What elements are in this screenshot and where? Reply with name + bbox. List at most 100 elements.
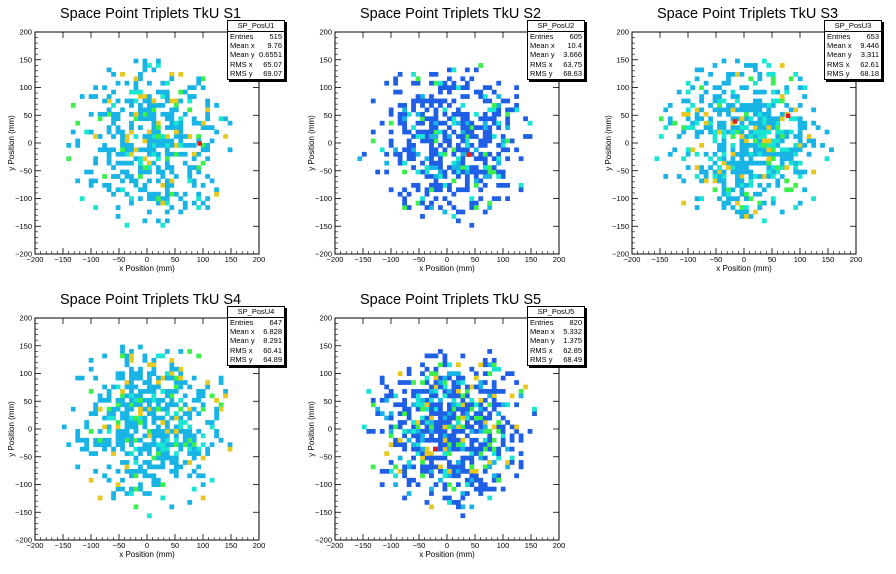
heatmap-cell [160,111,166,117]
heatmap-cell [487,442,493,448]
heatmap-cell [205,111,211,117]
heatmap-cell [482,464,488,470]
heatmap-cell [129,486,134,492]
heatmap-cell [115,433,121,439]
heatmap-cell [784,134,790,139]
heatmap-cell [523,116,528,122]
heatmap-cell [712,138,718,144]
heatmap-cell [514,147,519,153]
heatmap-cell [761,89,767,95]
y-tick-label: −100 [15,480,32,489]
heatmap-cell [721,178,727,184]
heatmap-cell [460,464,466,470]
heatmap-cell [120,486,125,492]
heatmap-cell [482,85,488,91]
x-tick-label: 0 [445,255,449,264]
heatmap-cell [169,125,175,130]
heatmap-cell [155,429,161,434]
heatmap-cell [500,174,506,179]
heatmap-cell [111,89,116,95]
heatmap-cell [761,103,767,108]
heatmap-cell [415,402,421,408]
heatmap-cell [164,147,170,153]
heatmap-cell [429,468,434,474]
heatmap-cell [464,411,470,416]
heatmap-cell [79,196,85,202]
heatmap-cell [106,187,112,193]
heatmap-cell [366,389,372,394]
heatmap-cell [469,196,475,202]
heatmap-cell [147,442,152,448]
heatmap-cell [442,209,448,215]
heatmap-cell [811,138,816,144]
heatmap-cell [482,406,488,412]
heatmap-cell [160,420,166,425]
heatmap-cell [455,209,461,215]
heatmap-cell [509,393,515,399]
heatmap-cell [164,406,170,412]
heatmap-cell [496,94,502,99]
heatmap-cell [482,415,488,421]
heatmap-cell [420,111,425,117]
heatmap-cell [88,182,94,188]
heatmap-cell [482,362,488,368]
heatmap-cell [770,80,776,86]
heatmap-cell [106,129,112,135]
heatmap-cell [478,196,484,202]
heatmap-cell [393,437,399,443]
heatmap-cell [429,389,434,394]
heatmap-cell [447,420,452,425]
heatmap-cell [133,460,139,465]
heatmap-cell [744,191,749,197]
heatmap-cell [712,98,718,104]
heatmap-cell [518,156,524,162]
heatmap-cell [824,156,830,162]
heatmap-cell [491,357,497,363]
heatmap-cell [406,429,412,434]
stats-value: 64.89 [263,354,282,364]
heatmap-cell [120,344,125,350]
heatmap-cell [455,420,461,425]
heatmap-cell [784,147,790,153]
heatmap-cell [200,406,206,412]
heatmap-cell [726,111,731,117]
heatmap-cell [182,380,188,385]
stats-label: Mean x [230,327,255,337]
heatmap-cell [151,389,157,394]
heatmap-cell [442,174,448,179]
heatmap-cell [438,384,443,390]
heatmap-cell [708,125,713,130]
heatmap-cell [757,200,763,206]
heatmap-cell [370,429,376,434]
heatmap-cell [487,402,493,408]
heatmap-cell [66,156,72,162]
heatmap-cell [191,120,197,126]
heatmap-cell [663,125,669,130]
stats-label: RMS y [530,354,553,364]
heatmap-cell [442,437,448,443]
stats-row: RMS x 65.07 [228,60,284,69]
heatmap-cell [406,205,412,210]
panel-4: −200 −150 −100 −50 0 50 100 150 200200150100500−… [7,314,265,560]
heatmap-cell [424,468,430,474]
heatmap-cell [748,120,754,126]
heatmap-cell [111,165,116,170]
heatmap-cell [482,182,488,188]
heatmap-cell [496,477,502,483]
heatmap-cell [187,143,193,148]
heatmap-cell [93,411,99,416]
heatmap-cell [478,486,484,492]
heatmap-cell [793,165,799,170]
heatmap-cell [209,442,215,448]
x-tick-label: 150 [525,255,538,264]
heatmap-cell [451,442,457,448]
x-tick-label: −50 [413,255,426,264]
heatmap-cell [744,165,749,170]
heatmap-cell [811,120,816,126]
heatmap-cell [447,468,452,474]
heatmap-cell [509,138,515,144]
heatmap-cell [169,393,175,399]
heatmap-cell [473,486,479,492]
heatmap-cell [712,129,718,135]
heatmap-cell [402,402,407,408]
